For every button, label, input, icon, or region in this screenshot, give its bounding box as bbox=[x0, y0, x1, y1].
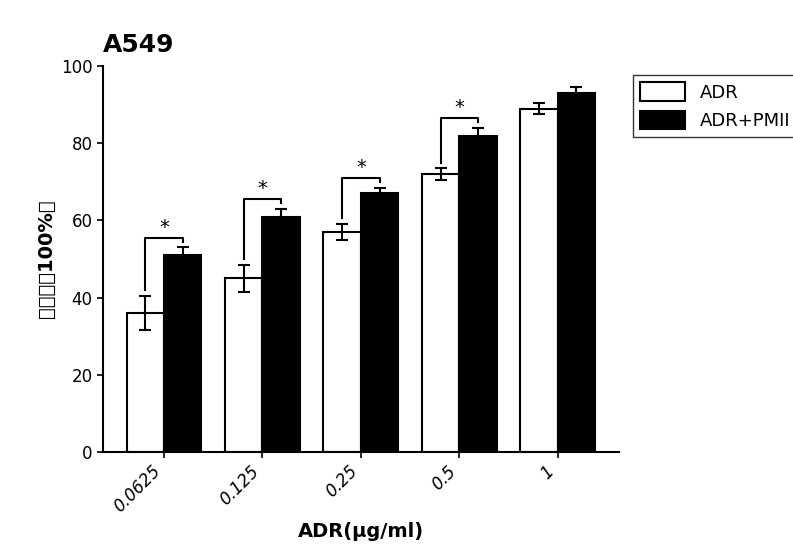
Y-axis label: 抑制率（100%）: 抑制率（100%） bbox=[36, 199, 56, 318]
Bar bbox=[262, 217, 300, 452]
Text: *: * bbox=[159, 218, 169, 236]
Bar bbox=[422, 174, 459, 452]
Bar bbox=[127, 313, 164, 452]
Bar bbox=[324, 232, 361, 452]
Text: *: * bbox=[454, 98, 464, 117]
Text: A549: A549 bbox=[103, 33, 174, 57]
Text: *: * bbox=[258, 179, 267, 198]
Bar bbox=[164, 255, 201, 452]
Bar bbox=[225, 278, 262, 452]
Bar bbox=[520, 109, 557, 452]
Text: *: * bbox=[356, 158, 366, 177]
Bar bbox=[459, 136, 496, 452]
Bar bbox=[557, 93, 595, 452]
X-axis label: ADR(μg/ml): ADR(μg/ml) bbox=[297, 522, 424, 541]
Legend: ADR, ADR+PMII: ADR, ADR+PMII bbox=[633, 75, 793, 137]
Bar bbox=[361, 193, 398, 452]
